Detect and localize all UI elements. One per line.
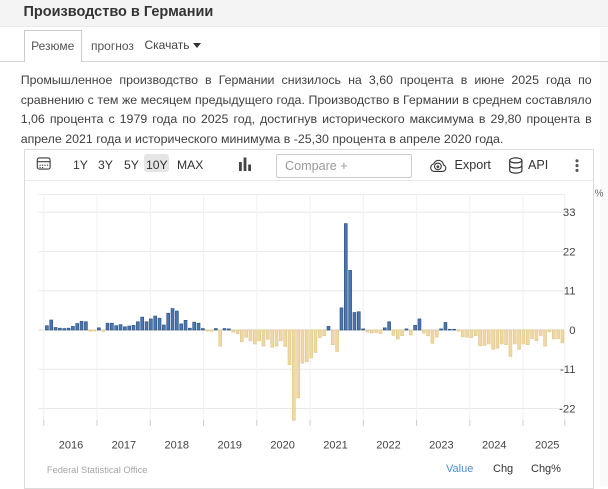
svg-text:0: 0 xyxy=(569,325,575,337)
svg-text:2020: 2020 xyxy=(270,440,294,452)
svg-text:2017: 2017 xyxy=(112,440,136,452)
svg-text:2018: 2018 xyxy=(165,440,189,452)
svg-text:22: 22 xyxy=(563,246,576,258)
svg-text:2022: 2022 xyxy=(376,440,400,452)
svg-text:2021: 2021 xyxy=(323,440,347,452)
svg-text:%: % xyxy=(595,189,604,200)
svg-text:2019: 2019 xyxy=(217,440,241,452)
svg-text:33: 33 xyxy=(563,207,576,219)
svg-text:-22: -22 xyxy=(559,403,575,415)
svg-text:2024: 2024 xyxy=(482,440,506,452)
svg-text:11: 11 xyxy=(564,286,576,298)
svg-text:-11: -11 xyxy=(560,364,576,376)
svg-text:2023: 2023 xyxy=(429,440,453,452)
svg-text:2016: 2016 xyxy=(59,440,83,452)
svg-text:2025: 2025 xyxy=(535,440,559,452)
